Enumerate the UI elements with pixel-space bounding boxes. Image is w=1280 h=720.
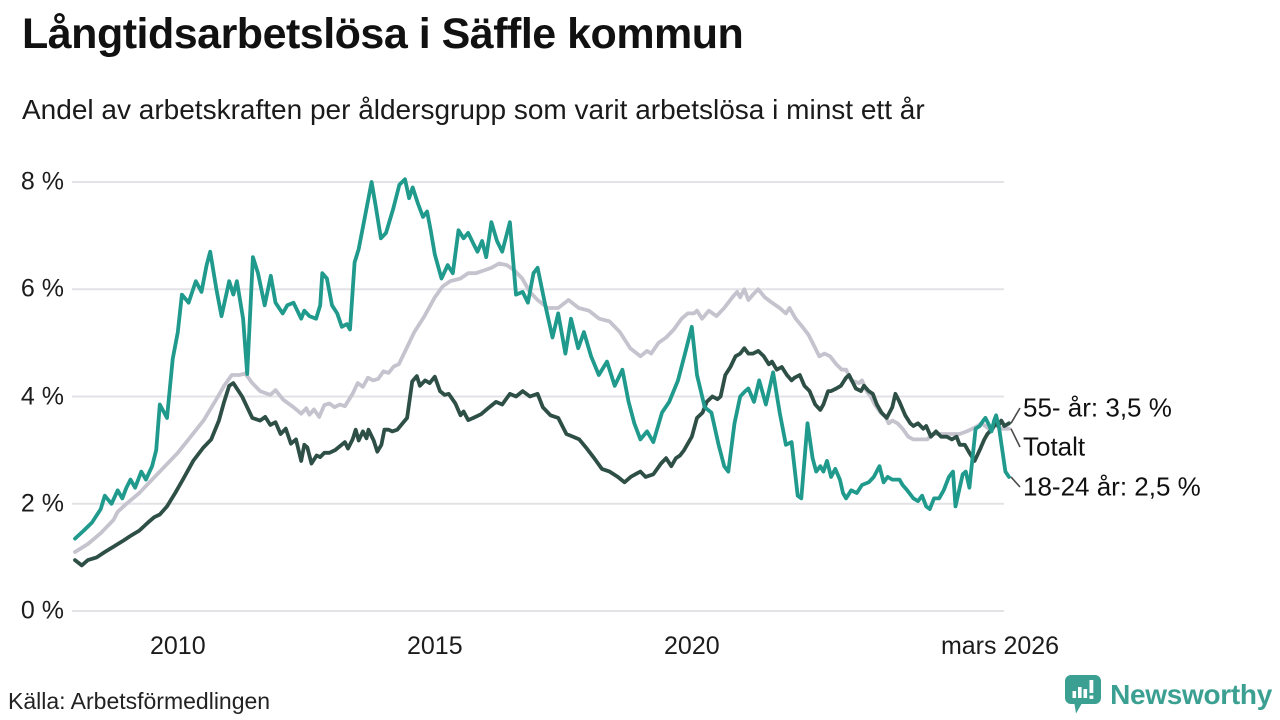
y-tick-label: 8 %	[20, 167, 64, 196]
x-tick-label: 2015	[407, 632, 463, 660]
page-subtitle: Andel av arbetskraften per åldersgrupp s…	[22, 94, 925, 125]
end-label-55-r: 55- år: 3,5 %	[1023, 392, 1172, 423]
data-series	[73, 177, 1011, 568]
end-label-Totalt: Totalt	[1023, 431, 1086, 462]
bar-chart-speech-bubble-icon	[1065, 675, 1102, 714]
label-leader-lines	[1010, 407, 1021, 488]
leader-line	[1010, 407, 1021, 424]
x-tick-label: 2020	[664, 632, 720, 660]
page-title: Långtidsarbetslösa i Säffle kommun	[22, 10, 744, 58]
x-tick-label: 2010	[149, 632, 206, 660]
leader-line	[1010, 476, 1021, 488]
source-caption: Källa: Arbetsförmedlingen	[8, 688, 271, 714]
series-line-Totalt	[73, 261, 1011, 554]
newsworthy-wordmark: Newsworthy	[1110, 678, 1272, 710]
y-tick-label: 6 %	[20, 274, 64, 303]
series-line-55-r	[73, 346, 1011, 568]
x-tick-label: mars 2026	[940, 632, 1060, 660]
leader-line	[1010, 428, 1021, 448]
y-tick-label: 0 %	[20, 596, 64, 625]
y-tick-label: 2 %	[20, 489, 64, 518]
y-tick-label: 4 %	[20, 382, 64, 410]
newsworthy-logo[interactable]: Newsworthy	[1064, 674, 1272, 715]
series-line-18-24r	[73, 177, 1011, 541]
end-label-18-24r: 18-24 år: 2,5 %	[1023, 471, 1201, 502]
